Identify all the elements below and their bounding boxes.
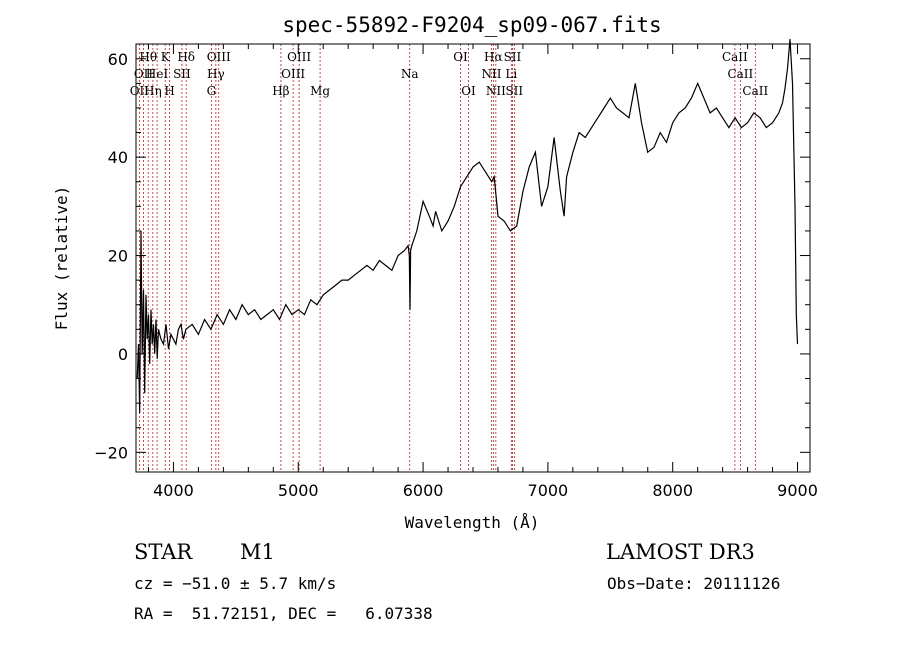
emission-line-label: Hη (144, 84, 162, 98)
x-tick-label: 6000 (403, 481, 444, 500)
x-axis-label: Wavelength (Å) (405, 513, 540, 532)
emission-line-label: OI (461, 84, 476, 98)
x-tick-label: 4000 (153, 481, 194, 500)
emission-line-label: Li (505, 67, 517, 81)
spectrum-line (136, 39, 799, 414)
y-tick-label: 40 (108, 148, 128, 167)
emission-line-label: OIII (281, 67, 305, 81)
emission-line-label: CaII (742, 84, 768, 98)
y-axis-ticks: −20 0 20 40 60 (94, 50, 810, 462)
chart-title: spec-55892-F9204_sp09-067.fits (282, 13, 661, 37)
x-tick-label: 9000 (777, 481, 818, 500)
emission-line-label: SII (504, 50, 522, 64)
plot-frame (135, 43, 811, 473)
emission-line-label: SII (505, 84, 523, 98)
emission-line-label: Hδ (177, 50, 195, 64)
emission-line-labels: OII OII Hθ Hη HeI K H SII Hδ G Hγ OIII Hβ OIII OIII Mg N… (130, 50, 769, 98)
emission-line-label: H (164, 84, 174, 98)
emission-line-label: Hα (484, 50, 503, 64)
y-axis-label: Flux (relative) (52, 186, 71, 331)
coordinates: RA = 51.72151, DEC = 6.07338 (134, 604, 433, 623)
survey-name: LAMOST DR3 (606, 540, 755, 564)
emission-line-label: CaII (727, 67, 753, 81)
emission-line-label: HeI (146, 67, 169, 81)
emission-line-label: Hβ (272, 84, 289, 98)
x-tick-label: 7000 (528, 481, 569, 500)
x-tick-label: 5000 (278, 481, 319, 500)
object-subclass: M1 (240, 540, 275, 564)
y-tick-label: −20 (94, 443, 128, 462)
emission-line-label: CaII (722, 50, 748, 64)
emission-line-label: OI (453, 50, 468, 64)
obs-date: Obs−Date: 20111126 (607, 574, 781, 593)
emission-line-label: OII (134, 67, 154, 81)
emission-line-markers (138, 44, 756, 472)
emission-line-label: OII (130, 84, 150, 98)
y-tick-label: 20 (108, 247, 128, 266)
y-tick-label: 0 (118, 345, 128, 364)
x-axis-ticks: 4000 5000 6000 7000 8000 9000 (147, 44, 818, 500)
object-class: STAR (134, 540, 193, 564)
emission-line-label: Na (401, 67, 419, 81)
redshift-text: cz = −51.0 ± 5.7 km/s (134, 574, 337, 593)
emission-line-label: OIII (287, 50, 311, 64)
emission-line-label: Hγ (207, 67, 225, 81)
emission-line-label: NII (481, 67, 501, 81)
y-tick-label: 60 (108, 50, 128, 69)
x-tick-label: 8000 (652, 481, 693, 500)
emission-line-label: SII (173, 67, 191, 81)
emission-line-label: G (207, 84, 217, 98)
emission-line-label: NII (486, 84, 506, 98)
emission-line-label: K (161, 50, 171, 64)
emission-line-label: Mg (310, 84, 330, 98)
emission-line-label: Hθ (139, 50, 157, 64)
emission-line-label: OIII (207, 50, 231, 64)
